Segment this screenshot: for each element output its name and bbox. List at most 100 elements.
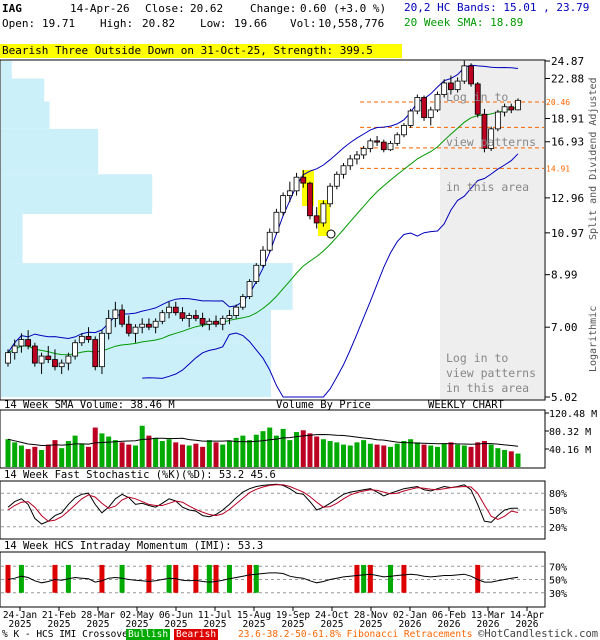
- bull-candle: [286, 190, 293, 197]
- bull-candle: [333, 173, 340, 187]
- x-tick-year: 2025: [9, 619, 32, 630]
- volume-bar: [280, 428, 286, 467]
- bull-candle: [18, 339, 25, 347]
- volume-bar: [495, 448, 501, 467]
- volume-bar: [92, 427, 98, 467]
- price-tick-label: 12.96: [551, 192, 584, 205]
- bull-candle: [99, 332, 105, 368]
- price-panel: 5.02 7.00 8.99 10.97 12.96 14.91 16.93 18.91 20.…: [0, 55, 584, 404]
- volume-bar: [361, 440, 367, 467]
- login-bottom-line-1[interactable]: Log in to: [446, 351, 509, 365]
- bull-candle: [401, 125, 407, 136]
- stochastic-lines: [1, 483, 544, 528]
- bearish-crossover-marker: [401, 564, 407, 593]
- bull-candle: [347, 158, 354, 167]
- volume-bar: [307, 433, 313, 467]
- bull-candle: [233, 306, 240, 316]
- volume-bar: [515, 453, 521, 467]
- volume-bar: [300, 430, 306, 467]
- price-tick-label: 10.97: [551, 227, 584, 240]
- volume-bar: [273, 435, 279, 467]
- low-label: Low:: [200, 17, 227, 30]
- x-tick-label: 06-Feb: [432, 610, 467, 621]
- volume-bar: [126, 444, 132, 467]
- bearish-badge: Bearish: [174, 629, 219, 640]
- bullish-badge: Bullish: [126, 629, 171, 640]
- bull-candle: [38, 355, 45, 364]
- volume-axis-ticks: 120.48 M 80.32 M 40.16 M: [545, 409, 597, 456]
- x-tick-label: 24-Oct: [315, 610, 349, 621]
- x-tick-year: 2025: [126, 619, 149, 630]
- pattern-banner: Bearish Three Outside Down on 31-Oct-25,…: [0, 44, 402, 58]
- vbp-bar: [1, 128, 99, 175]
- bull-candle: [367, 140, 374, 149]
- change-value: 0.60 (+3.0 %): [300, 2, 387, 15]
- volume-bar: [133, 445, 138, 467]
- bull-candle: [501, 106, 508, 113]
- x-tick-year: 2025: [48, 619, 71, 630]
- volume-bar: [146, 435, 152, 467]
- x-tick-year: 2025: [321, 619, 344, 630]
- vbp-bar: [1, 174, 153, 215]
- log-scale-label: Logarithmic: [588, 305, 599, 372]
- login-bottom-line-3[interactable]: in this area: [446, 381, 530, 395]
- imi-tick-label: 70%: [549, 562, 567, 573]
- volume-bar: [508, 451, 514, 467]
- price-tick-label: 5.02: [551, 391, 578, 404]
- volume-bar: [502, 449, 508, 467]
- candlesticks: [5, 60, 521, 375]
- volume-bars: [5, 425, 521, 467]
- bull-candle: [72, 342, 79, 357]
- x-tick-year: 2025: [243, 619, 266, 630]
- bearish-crossover-marker: [354, 564, 360, 593]
- volume-sma-label: 14 Week SMA Volume: 38.46 M: [4, 399, 175, 411]
- stoch-tick-label: 80%: [549, 489, 567, 500]
- bull-candle: [226, 315, 233, 319]
- bull-candle: [427, 109, 434, 118]
- volume-bar: [139, 425, 145, 467]
- x-tick-label: 02-May: [120, 610, 155, 621]
- volume-bar: [441, 443, 447, 467]
- bullish-crossover-marker: [253, 564, 259, 593]
- bull-candle: [78, 335, 85, 344]
- copyright[interactable]: ©HotCandlestick.com: [478, 628, 599, 640]
- login-top-line-1[interactable]: Log in to: [446, 90, 509, 104]
- bull-candle: [434, 94, 441, 111]
- login-bottom-line-2[interactable]: view patterns: [446, 366, 537, 380]
- bull-candle: [239, 296, 246, 308]
- volume-label: Vol:: [290, 17, 317, 30]
- vbp-bar: [1, 78, 45, 102]
- bullish-crossover-marker: [361, 564, 367, 593]
- login-top-line-3[interactable]: in this area: [446, 180, 530, 194]
- x-tick-label: 28-Mar: [81, 610, 116, 621]
- price-tick-label: 16.93: [551, 136, 584, 149]
- x-tick-year: 2025: [204, 619, 227, 630]
- high-value: 20.82: [142, 17, 176, 30]
- volume-tick-label: 80.32 M: [549, 427, 591, 438]
- stoch-tick-label: 50%: [549, 506, 567, 517]
- login-prompt-bottom[interactable]: Log in to view patterns in this area: [446, 351, 536, 396]
- imi-tick-label: 50%: [549, 576, 567, 587]
- bearish-crossover-marker: [213, 564, 219, 593]
- volume-bar: [294, 432, 300, 467]
- x-tick-label: 19-Sep: [276, 610, 311, 621]
- volume-value: 10,558,776: [318, 17, 385, 30]
- volume-bar: [247, 440, 253, 467]
- bull-candle: [407, 110, 414, 126]
- bear-candle: [213, 320, 219, 325]
- volume-bar: [5, 439, 11, 467]
- bear-candle: [421, 97, 427, 118]
- volume-bar: [394, 443, 400, 467]
- volume-bar: [354, 442, 360, 467]
- volume-bar: [461, 445, 467, 467]
- bull-candle: [494, 111, 501, 130]
- imi-axis-ticks: 70% 50% 30%: [549, 562, 567, 600]
- bear-candle: [85, 335, 92, 340]
- bull-candle: [206, 320, 213, 325]
- login-top-line-2[interactable]: view patterns: [446, 135, 537, 149]
- x-tick-label: 06-Jun: [159, 610, 193, 621]
- imi-tick-label: 30%: [549, 589, 567, 600]
- volume-bar: [240, 435, 246, 467]
- volume-bar: [481, 441, 487, 467]
- login-prompt-top[interactable]: Log in to view patterns in this area: [446, 60, 536, 210]
